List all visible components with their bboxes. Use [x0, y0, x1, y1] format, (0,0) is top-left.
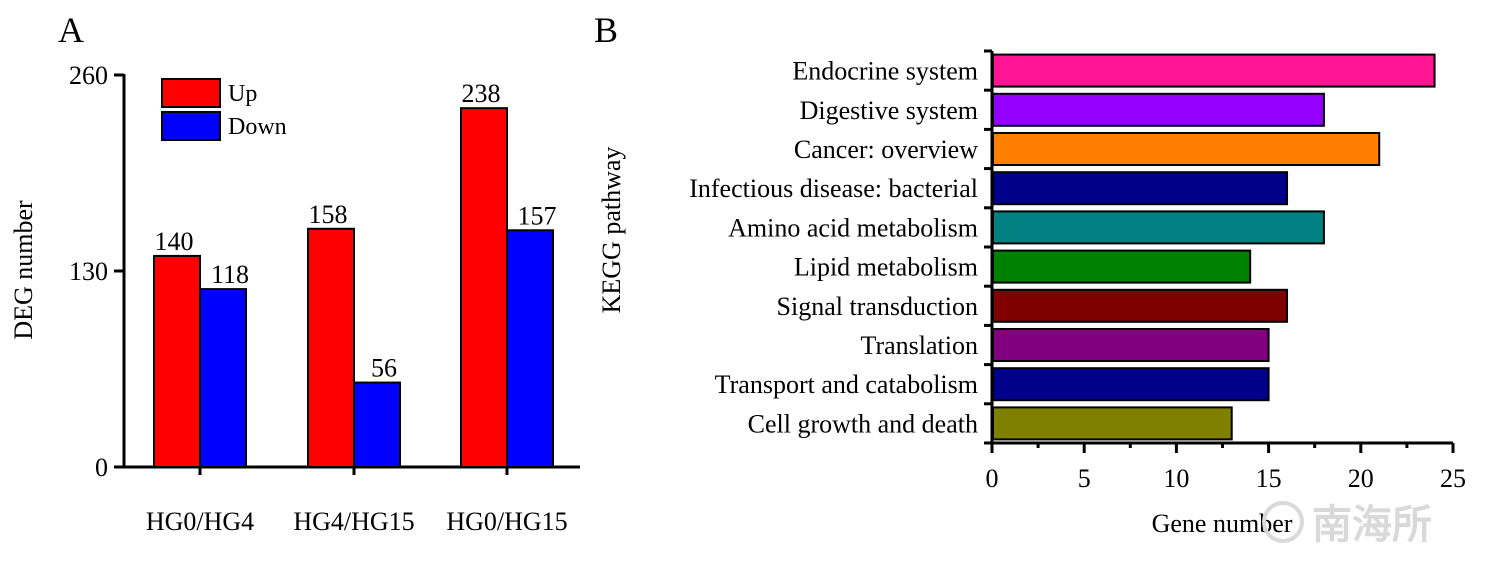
panel-b-y-tick-label: Signal transduction: [777, 292, 978, 321]
panel-b-x-tick-label: 25: [1440, 464, 1466, 493]
panel-b-bar: [992, 328, 1270, 362]
panel-b-bar: [992, 171, 1289, 206]
panel-b-y-tick-label: Translation: [861, 331, 979, 360]
panel-b-y-tick-label: Digestive system: [800, 96, 978, 125]
panel-b-x-tick-label: 10: [1163, 464, 1189, 493]
panel-a-legend-swatch-down: [161, 111, 221, 141]
panel-b-y-tick-label: Transport and catabolism: [715, 370, 978, 399]
panel-b-bar: [992, 367, 1270, 402]
panel-a-letter: A: [58, 10, 84, 50]
panel-a-bar-up: [307, 227, 355, 468]
panel-b: B KEGG pathway Gene number 0 5 10 15 20 25 End…: [594, 10, 1466, 538]
panel-b-bar: [992, 210, 1325, 245]
panel-a-x-tick-label: HG0/HG15: [446, 507, 567, 536]
panel-b-x-axis-title: Gene number: [1152, 509, 1293, 538]
panel-a-x-tick-label: HG4/HG15: [293, 507, 414, 536]
panel-a-y-tick-label: 130: [69, 257, 108, 286]
panel-a-data-label: 238: [462, 79, 501, 108]
watermark-logo-icon: [1262, 501, 1304, 543]
panel-a-bar-down: [353, 381, 401, 469]
panel-a-data-label: 118: [211, 260, 249, 289]
panel-b-bar: [992, 132, 1381, 166]
panel-a-y-tick-label: 0: [95, 453, 108, 482]
panel-b-y-tick-label: Amino acid metabolism: [728, 213, 978, 242]
panel-a-data-label: 158: [309, 200, 348, 229]
panel-a-legend-label-down: Down: [228, 114, 287, 140]
panel-a-bar-down: [506, 229, 554, 468]
panel-a-bar-up: [460, 107, 508, 469]
panel-b-y-tick-label: Cell growth and death: [748, 409, 978, 438]
panel-b-bar: [992, 288, 1289, 323]
panel-a-data-label: 157: [518, 201, 557, 230]
panel-b-bar: [992, 406, 1233, 441]
panel-a-x-tick-label: HG0/HG4: [146, 507, 254, 536]
watermark: 南海所: [1262, 501, 1432, 548]
panel-b-y-axis-title: KEGG pathway: [597, 147, 626, 314]
panel-a-legend-swatch-up: [161, 78, 221, 108]
panel-b-y-tick-label: Lipid metabolism: [794, 253, 978, 282]
panel-b-x-tick-label: 20: [1348, 464, 1374, 493]
panel-b-bar: [992, 53, 1436, 88]
watermark-text: 南海所: [1312, 502, 1432, 548]
panel-b-letter: B: [594, 10, 618, 50]
panel-a-bar-down: [199, 288, 247, 469]
panel-a-bar-up: [153, 254, 201, 468]
panel-a-data-label: 56: [371, 354, 397, 383]
panel-a: A DEG number 0 130 260 HG0/HG4 140 118 HG4/HG1…: [9, 10, 580, 536]
panel-b-x-tick-label: 0: [986, 464, 999, 493]
panel-a-y-tick-label: 260: [69, 61, 108, 90]
panel-b-bar: [992, 92, 1325, 127]
panel-b-x-tick-label: 15: [1256, 464, 1282, 493]
panel-a-legend-label-up: Up: [228, 81, 257, 107]
panel-b-y-tick-label: Cancer: overview: [794, 135, 978, 164]
panel-a-data-label: 140: [155, 227, 194, 256]
panel-b-bar: [992, 249, 1252, 284]
panel-b-x-tick-label: 5: [1078, 464, 1091, 493]
panel-b-y-tick-label: Endocrine system: [792, 57, 978, 86]
panel-a-y-axis-title: DEG number: [9, 200, 38, 340]
panel-b-y-tick-label: Infectious disease: bacterial: [689, 174, 978, 203]
